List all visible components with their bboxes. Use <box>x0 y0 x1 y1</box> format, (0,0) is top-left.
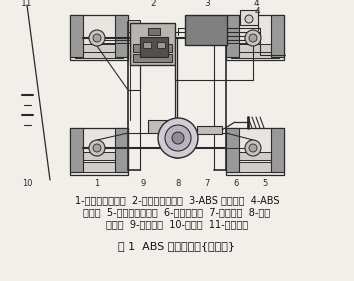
Text: 5: 5 <box>262 178 268 187</box>
Bar <box>75 152 123 160</box>
Circle shape <box>93 144 101 152</box>
Text: 分配阀  9-制动轮缸  10-蓄电池  11-点火开关: 分配阀 9-制动轮缸 10-蓄电池 11-点火开关 <box>106 219 248 229</box>
Circle shape <box>93 34 101 42</box>
Circle shape <box>245 30 261 46</box>
Bar <box>133 54 172 62</box>
Circle shape <box>89 30 105 46</box>
Circle shape <box>172 132 184 144</box>
Text: 3: 3 <box>204 0 210 8</box>
Bar <box>231 44 279 52</box>
Circle shape <box>245 140 261 156</box>
Text: 11: 11 <box>21 0 33 8</box>
Text: 6: 6 <box>233 178 239 187</box>
Bar <box>70 128 128 175</box>
Text: 4: 4 <box>254 8 260 17</box>
Bar <box>75 44 123 52</box>
Bar <box>140 37 168 57</box>
Bar <box>226 128 284 175</box>
Circle shape <box>167 138 187 158</box>
Bar <box>185 15 227 45</box>
Bar <box>226 15 239 57</box>
Circle shape <box>245 15 253 23</box>
Bar <box>231 162 279 172</box>
Text: 8: 8 <box>175 178 181 187</box>
Text: 1-前轮速度传感器  2-制动压力调节器  3-ABS 电控单元  4-ABS: 1-前轮速度传感器 2-制动压力调节器 3-ABS 电控单元 4-ABS <box>75 195 279 205</box>
Bar <box>240 10 258 25</box>
Bar <box>70 128 83 172</box>
Bar <box>115 128 128 172</box>
Bar <box>75 48 123 58</box>
Circle shape <box>89 140 105 156</box>
Bar <box>70 15 83 57</box>
Circle shape <box>249 144 257 152</box>
Text: 10: 10 <box>22 178 32 187</box>
Bar <box>271 128 284 172</box>
Circle shape <box>158 118 198 158</box>
Text: 图 1  ABS 系统的组成{分置式}: 图 1 ABS 系统的组成{分置式} <box>119 241 235 251</box>
Bar <box>133 44 172 52</box>
Bar <box>70 15 128 60</box>
Text: 7: 7 <box>204 178 210 187</box>
Text: 1: 1 <box>95 178 99 187</box>
Bar <box>148 28 160 35</box>
Bar <box>197 126 222 134</box>
Bar <box>75 162 123 172</box>
Text: 9: 9 <box>141 178 145 187</box>
Bar <box>157 42 165 48</box>
Text: 2: 2 <box>150 0 156 8</box>
Bar <box>143 42 151 48</box>
Text: 警告灯  5-后轮速度传感器  6-停车灯开关  7-制动主缸  8-比例: 警告灯 5-后轮速度传感器 6-停车灯开关 7-制动主缸 8-比例 <box>84 207 270 217</box>
Bar <box>226 15 284 60</box>
Circle shape <box>165 125 191 151</box>
Bar <box>231 152 279 160</box>
Circle shape <box>172 143 182 153</box>
Bar <box>130 23 175 65</box>
Bar <box>115 15 128 57</box>
Bar <box>148 120 168 133</box>
Bar <box>231 48 279 58</box>
Bar <box>214 20 226 32</box>
Circle shape <box>249 34 257 42</box>
Bar <box>128 20 140 32</box>
Bar <box>271 15 284 57</box>
Bar <box>226 128 239 172</box>
Text: 4: 4 <box>253 0 259 8</box>
